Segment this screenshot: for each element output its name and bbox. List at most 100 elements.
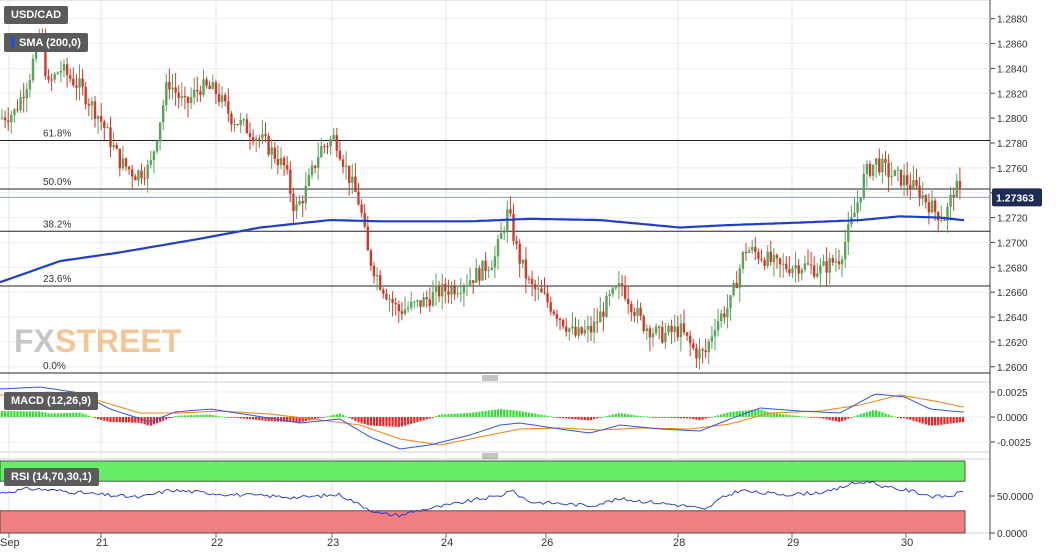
candle-body (410, 301, 413, 308)
candle-body (196, 89, 199, 92)
candle-body (354, 176, 357, 193)
macd-histogram-bar (893, 416, 896, 418)
macd-histogram-bar (884, 413, 887, 417)
macd-histogram-bar (670, 417, 673, 418)
candle-body (933, 200, 937, 213)
candle-body (320, 146, 323, 158)
macd-histogram-bar (500, 409, 503, 417)
macd-histogram-bar (617, 413, 620, 417)
candle-body (453, 286, 456, 295)
macd-tag[interactable]: MACD (12,26,9) (4, 392, 99, 410)
candle-body (698, 349, 701, 359)
candle-body (230, 113, 233, 125)
macd-histogram-bar (25, 411, 28, 417)
macd-histogram-bar (949, 417, 952, 424)
macd-histogram-bar (103, 417, 106, 421)
macd-y-tick-label: 0.0000 (997, 413, 1028, 424)
candle-body (707, 341, 710, 353)
macd-histogram-bar (66, 412, 69, 417)
candle-body (369, 250, 373, 266)
candle-body (202, 79, 205, 95)
candle-body (10, 114, 13, 123)
candle-body (577, 327, 580, 336)
macd-histogram-bar (918, 417, 921, 423)
macd-histogram-bar (245, 417, 248, 419)
macd-histogram-bar (738, 411, 741, 417)
macd-histogram-bar (69, 412, 72, 417)
macd-histogram-bar (186, 415, 190, 417)
candle-body (143, 178, 146, 180)
candle-body (65, 64, 69, 76)
macd-histogram-bar (937, 417, 940, 426)
candle-body (239, 119, 242, 125)
candle-body (493, 256, 497, 268)
macd-histogram-bar (137, 417, 140, 423)
candle-body (592, 321, 596, 333)
candle-body (847, 224, 850, 242)
macd-histogram-bar (301, 417, 304, 422)
candle-body (558, 318, 562, 320)
candle-body (887, 162, 890, 178)
candle-body (475, 268, 478, 283)
candle-body (658, 326, 661, 328)
macd-histogram-bar (490, 410, 493, 417)
macd-histogram-bar (165, 417, 168, 420)
macd-histogram-bar (658, 417, 661, 418)
macd-histogram-bar (211, 415, 214, 417)
candle-body (317, 157, 320, 168)
macd-histogram-bar (689, 417, 692, 419)
candle-body (844, 241, 847, 260)
macd-histogram-bar (723, 413, 726, 417)
candle-body (651, 333, 655, 338)
candle-body (329, 139, 332, 147)
macd-histogram-bar (112, 417, 115, 423)
candle-body (534, 284, 537, 290)
macd-histogram-bar (258, 417, 261, 421)
candle-body (710, 336, 714, 342)
macd-histogram-bar (90, 416, 93, 418)
candle-body (472, 280, 475, 283)
macd-histogram-bar (844, 417, 847, 420)
y-tick-label: 1.2660 (997, 288, 1028, 299)
candle-body (952, 194, 955, 198)
candle-body (803, 263, 807, 270)
y-tick-label: 1.2860 (997, 40, 1028, 51)
rsi-tag[interactable]: RSI (14,70,30,1) (4, 468, 99, 486)
macd-histogram-bar (571, 417, 574, 420)
candle-body (853, 212, 856, 218)
macd-histogram-bar (109, 417, 112, 423)
x-tick-label: 28 (673, 537, 685, 549)
candle-body (146, 164, 149, 179)
macd-histogram-bar (416, 417, 419, 423)
candle-body (214, 82, 218, 95)
symbol-tag[interactable]: USD/CAD (4, 6, 69, 24)
sma-label: SMA (200,0) (19, 37, 81, 49)
macd-histogram-bar (366, 417, 369, 425)
candle-body (735, 282, 738, 289)
macd-histogram-bar (961, 417, 965, 422)
candle-body (775, 255, 779, 259)
macd-histogram-bar (664, 417, 667, 418)
macd-histogram-bar (744, 410, 748, 417)
macd-histogram-bar (162, 417, 165, 421)
macd-histogram-bar (878, 411, 881, 417)
y-tick-label: 1.2880 (997, 15, 1028, 26)
candle-body (375, 275, 379, 277)
candle-body (310, 165, 314, 176)
macd-histogram-bar (248, 417, 252, 420)
candle-body (496, 238, 500, 257)
candle-body (273, 147, 276, 160)
candle-body (881, 158, 884, 173)
macd-histogram-bar (816, 417, 819, 418)
candle-body (242, 119, 245, 121)
macd-histogram-bar (348, 417, 351, 418)
candle-body (825, 261, 828, 273)
macd-histogram-bar (400, 417, 403, 427)
macd-histogram-bar (407, 417, 410, 425)
sma-tag[interactable]: SMA (200,0) (4, 33, 88, 52)
macd-histogram-bar (512, 410, 515, 417)
macd-histogram-bar (38, 411, 41, 417)
rsi-label: RSI (14,70,30,1) (11, 471, 92, 483)
candle-body (630, 303, 633, 312)
